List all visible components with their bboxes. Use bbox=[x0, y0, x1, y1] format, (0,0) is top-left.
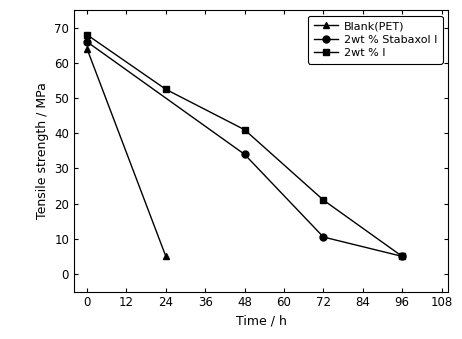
2wt % I bbox=[400, 254, 405, 258]
Line: Blank(PET): Blank(PET) bbox=[84, 45, 169, 260]
Line: 2wt % I: 2wt % I bbox=[84, 31, 406, 260]
2wt % I bbox=[242, 128, 247, 132]
Y-axis label: Tensile strength / MPa: Tensile strength / MPa bbox=[36, 82, 49, 219]
2wt % I bbox=[321, 198, 326, 202]
2wt % Stabaxol I bbox=[84, 40, 90, 44]
Blank(PET) bbox=[163, 254, 169, 258]
X-axis label: Time / h: Time / h bbox=[236, 315, 286, 328]
2wt % I bbox=[84, 33, 90, 37]
Legend: Blank(PET), 2wt % Stabaxol I, 2wt % I: Blank(PET), 2wt % Stabaxol I, 2wt % I bbox=[308, 16, 443, 63]
Blank(PET) bbox=[84, 47, 90, 51]
2wt % Stabaxol I bbox=[242, 152, 247, 156]
2wt % I bbox=[163, 87, 169, 91]
2wt % Stabaxol I bbox=[400, 254, 405, 258]
Line: 2wt % Stabaxol I: 2wt % Stabaxol I bbox=[84, 38, 406, 260]
2wt % Stabaxol I bbox=[321, 235, 326, 239]
